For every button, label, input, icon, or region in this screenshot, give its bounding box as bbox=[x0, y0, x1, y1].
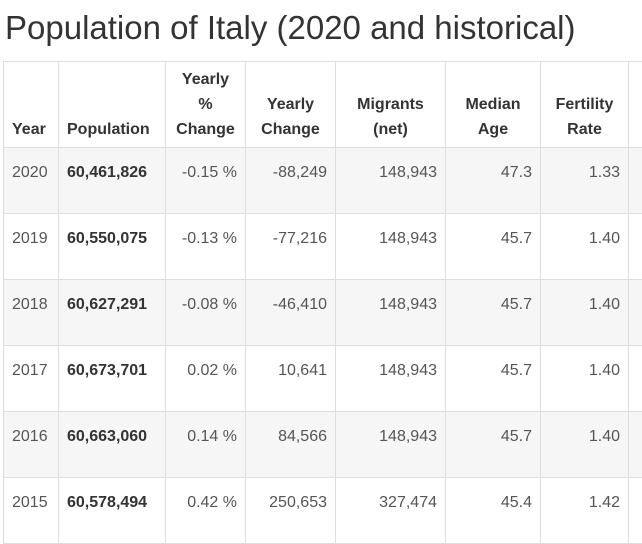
cell-year: 2016 bbox=[4, 412, 59, 478]
cell-year: 2019 bbox=[4, 214, 59, 280]
table-row: 2016 60,663,060 0.14 % 84,566 148,943 45… bbox=[4, 412, 642, 478]
cell-cutoff bbox=[629, 280, 642, 346]
header-row: Year Population Yearly % Change Yearly C… bbox=[4, 62, 642, 148]
page-title: Population of Italy (2020 and historical… bbox=[3, 0, 642, 50]
cell-yearly-change: 84,566 bbox=[246, 412, 336, 478]
cell-median-age: 45.7 bbox=[446, 412, 541, 478]
cell-fertility-rate: 1.42 bbox=[541, 478, 629, 544]
cell-fertility-rate: 1.40 bbox=[541, 280, 629, 346]
column-header-yearly-change: Yearly Change bbox=[246, 62, 336, 148]
cell-yearly-change: -46,410 bbox=[246, 280, 336, 346]
table-row: 2020 60,461,826 -0.15 % -88,249 148,943 … bbox=[4, 148, 642, 214]
cell-population: 60,461,826 bbox=[59, 148, 166, 214]
cell-year: 2017 bbox=[4, 346, 59, 412]
cell-fertility-rate: 1.33 bbox=[541, 148, 629, 214]
cell-yearly-pct-change: -0.15 % bbox=[166, 148, 246, 214]
cell-population: 60,673,701 bbox=[59, 346, 166, 412]
cell-migrants-net: 148,943 bbox=[336, 214, 446, 280]
column-header-fertility-rate: Fertility Rate bbox=[541, 62, 629, 148]
cell-fertility-rate: 1.40 bbox=[541, 346, 629, 412]
cell-population: 60,663,060 bbox=[59, 412, 166, 478]
cell-yearly-change: 250,653 bbox=[246, 478, 336, 544]
cell-yearly-pct-change: -0.08 % bbox=[166, 280, 246, 346]
cell-median-age: 45.4 bbox=[446, 478, 541, 544]
population-table: Year Population Yearly % Change Yearly C… bbox=[3, 61, 642, 544]
column-header-cutoff bbox=[629, 62, 642, 148]
cell-yearly-pct-change: 0.02 % bbox=[166, 346, 246, 412]
cell-migrants-net: 148,943 bbox=[336, 148, 446, 214]
cell-fertility-rate: 1.40 bbox=[541, 214, 629, 280]
cell-yearly-change: -88,249 bbox=[246, 148, 336, 214]
column-header-yearly-pct-change: Yearly % Change bbox=[166, 62, 246, 148]
table-row: 2019 60,550,075 -0.13 % -77,216 148,943 … bbox=[4, 214, 642, 280]
cell-migrants-net: 148,943 bbox=[336, 280, 446, 346]
cell-yearly-pct-change: 0.14 % bbox=[166, 412, 246, 478]
cell-year: 2020 bbox=[4, 148, 59, 214]
cell-cutoff bbox=[629, 214, 642, 280]
cell-yearly-change: 10,641 bbox=[246, 346, 336, 412]
cell-yearly-pct-change: 0.42 % bbox=[166, 478, 246, 544]
column-header-median-age: Median Age bbox=[446, 62, 541, 148]
cell-population: 60,578,494 bbox=[59, 478, 166, 544]
cell-median-age: 45.7 bbox=[446, 280, 541, 346]
cell-cutoff bbox=[629, 412, 642, 478]
column-header-migrants-net: Migrants (net) bbox=[336, 62, 446, 148]
cell-migrants-net: 148,943 bbox=[336, 346, 446, 412]
cell-population: 60,627,291 bbox=[59, 280, 166, 346]
cell-migrants-net: 148,943 bbox=[336, 412, 446, 478]
cell-fertility-rate: 1.40 bbox=[541, 412, 629, 478]
table-body: 2020 60,461,826 -0.15 % -88,249 148,943 … bbox=[4, 148, 642, 544]
cell-year: 2018 bbox=[4, 280, 59, 346]
cell-cutoff bbox=[629, 148, 642, 214]
table-header: Year Population Yearly % Change Yearly C… bbox=[4, 62, 642, 148]
table-row: 2015 60,578,494 0.42 % 250,653 327,474 4… bbox=[4, 478, 642, 544]
cell-cutoff bbox=[629, 478, 642, 544]
cell-cutoff bbox=[629, 346, 642, 412]
table-row: 2017 60,673,701 0.02 % 10,641 148,943 45… bbox=[4, 346, 642, 412]
table-row: 2018 60,627,291 -0.08 % -46,410 148,943 … bbox=[4, 280, 642, 346]
cell-yearly-change: -77,216 bbox=[246, 214, 336, 280]
cell-year: 2015 bbox=[4, 478, 59, 544]
cell-population: 60,550,075 bbox=[59, 214, 166, 280]
cell-median-age: 47.3 bbox=[446, 148, 541, 214]
column-header-year: Year bbox=[4, 62, 59, 148]
column-header-population: Population bbox=[59, 62, 166, 148]
cell-yearly-pct-change: -0.13 % bbox=[166, 214, 246, 280]
cell-median-age: 45.7 bbox=[446, 346, 541, 412]
cell-median-age: 45.7 bbox=[446, 214, 541, 280]
cell-migrants-net: 327,474 bbox=[336, 478, 446, 544]
